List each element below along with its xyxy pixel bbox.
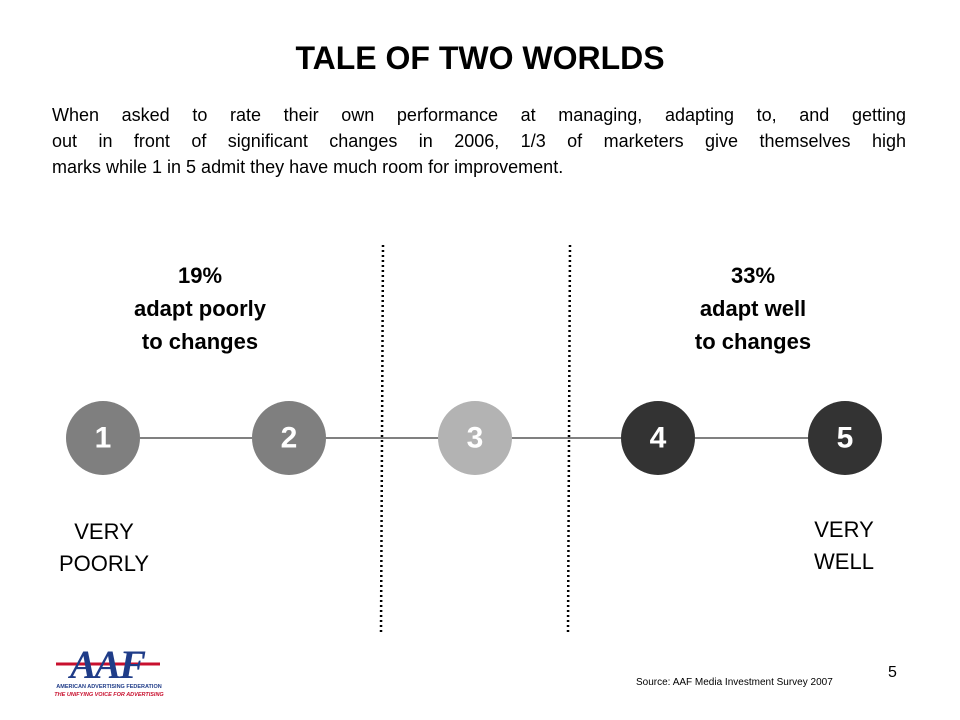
scale-point <box>252 401 326 475</box>
group-line: to changes <box>694 329 812 354</box>
body-line: marks while 1 in 5 admit they have much … <box>52 157 564 177</box>
group-line: to changes <box>141 329 259 354</box>
scale-label: 4 <box>650 422 667 455</box>
end-line: VERY <box>74 519 134 544</box>
page-number: 5 <box>888 664 897 681</box>
end-line: POORLY <box>58 551 150 576</box>
logo-text: American Advertising Federation The Unif… <box>54 683 164 699</box>
group-line: 19% <box>177 263 223 288</box>
right-group: 33% adapt well to changes <box>623 259 883 358</box>
left-group: 19% adapt poorly to changes <box>70 259 330 358</box>
title: TALE OF TWO WORLDS <box>295 40 665 76</box>
scale-label: 2 <box>281 422 298 455</box>
scale-point <box>808 401 882 475</box>
body-line: out in front of significant changes in 2… <box>52 131 906 151</box>
end-line: WELL <box>814 549 874 574</box>
end-line: VERY <box>814 517 874 542</box>
divider <box>566 244 572 634</box>
logo-name: American Advertising Federation <box>56 684 162 690</box>
scale-point <box>438 401 512 475</box>
group-line: adapt poorly <box>133 296 266 321</box>
scale-label: 5 <box>837 422 854 455</box>
scale-point <box>66 401 140 475</box>
scale-point <box>621 401 695 475</box>
body-text: When asked to rate their own performance… <box>52 102 906 180</box>
group-line: adapt well <box>699 296 807 321</box>
divider <box>379 244 385 634</box>
scale-label: 1 <box>95 422 112 455</box>
scale-label: 3 <box>467 422 484 455</box>
right-end-label: VERY WELL <box>764 514 924 578</box>
group-line: 33% <box>730 263 776 288</box>
body-line: When asked to rate their own performance… <box>52 105 906 125</box>
logo-tagline: The Unifying Voice For Advertising <box>54 692 164 698</box>
source: Source: AAF Media Investment Survey 2007 <box>636 677 833 688</box>
left-end-label: VERY POORLY <box>24 516 184 580</box>
logo-mark: AAF <box>67 642 146 687</box>
